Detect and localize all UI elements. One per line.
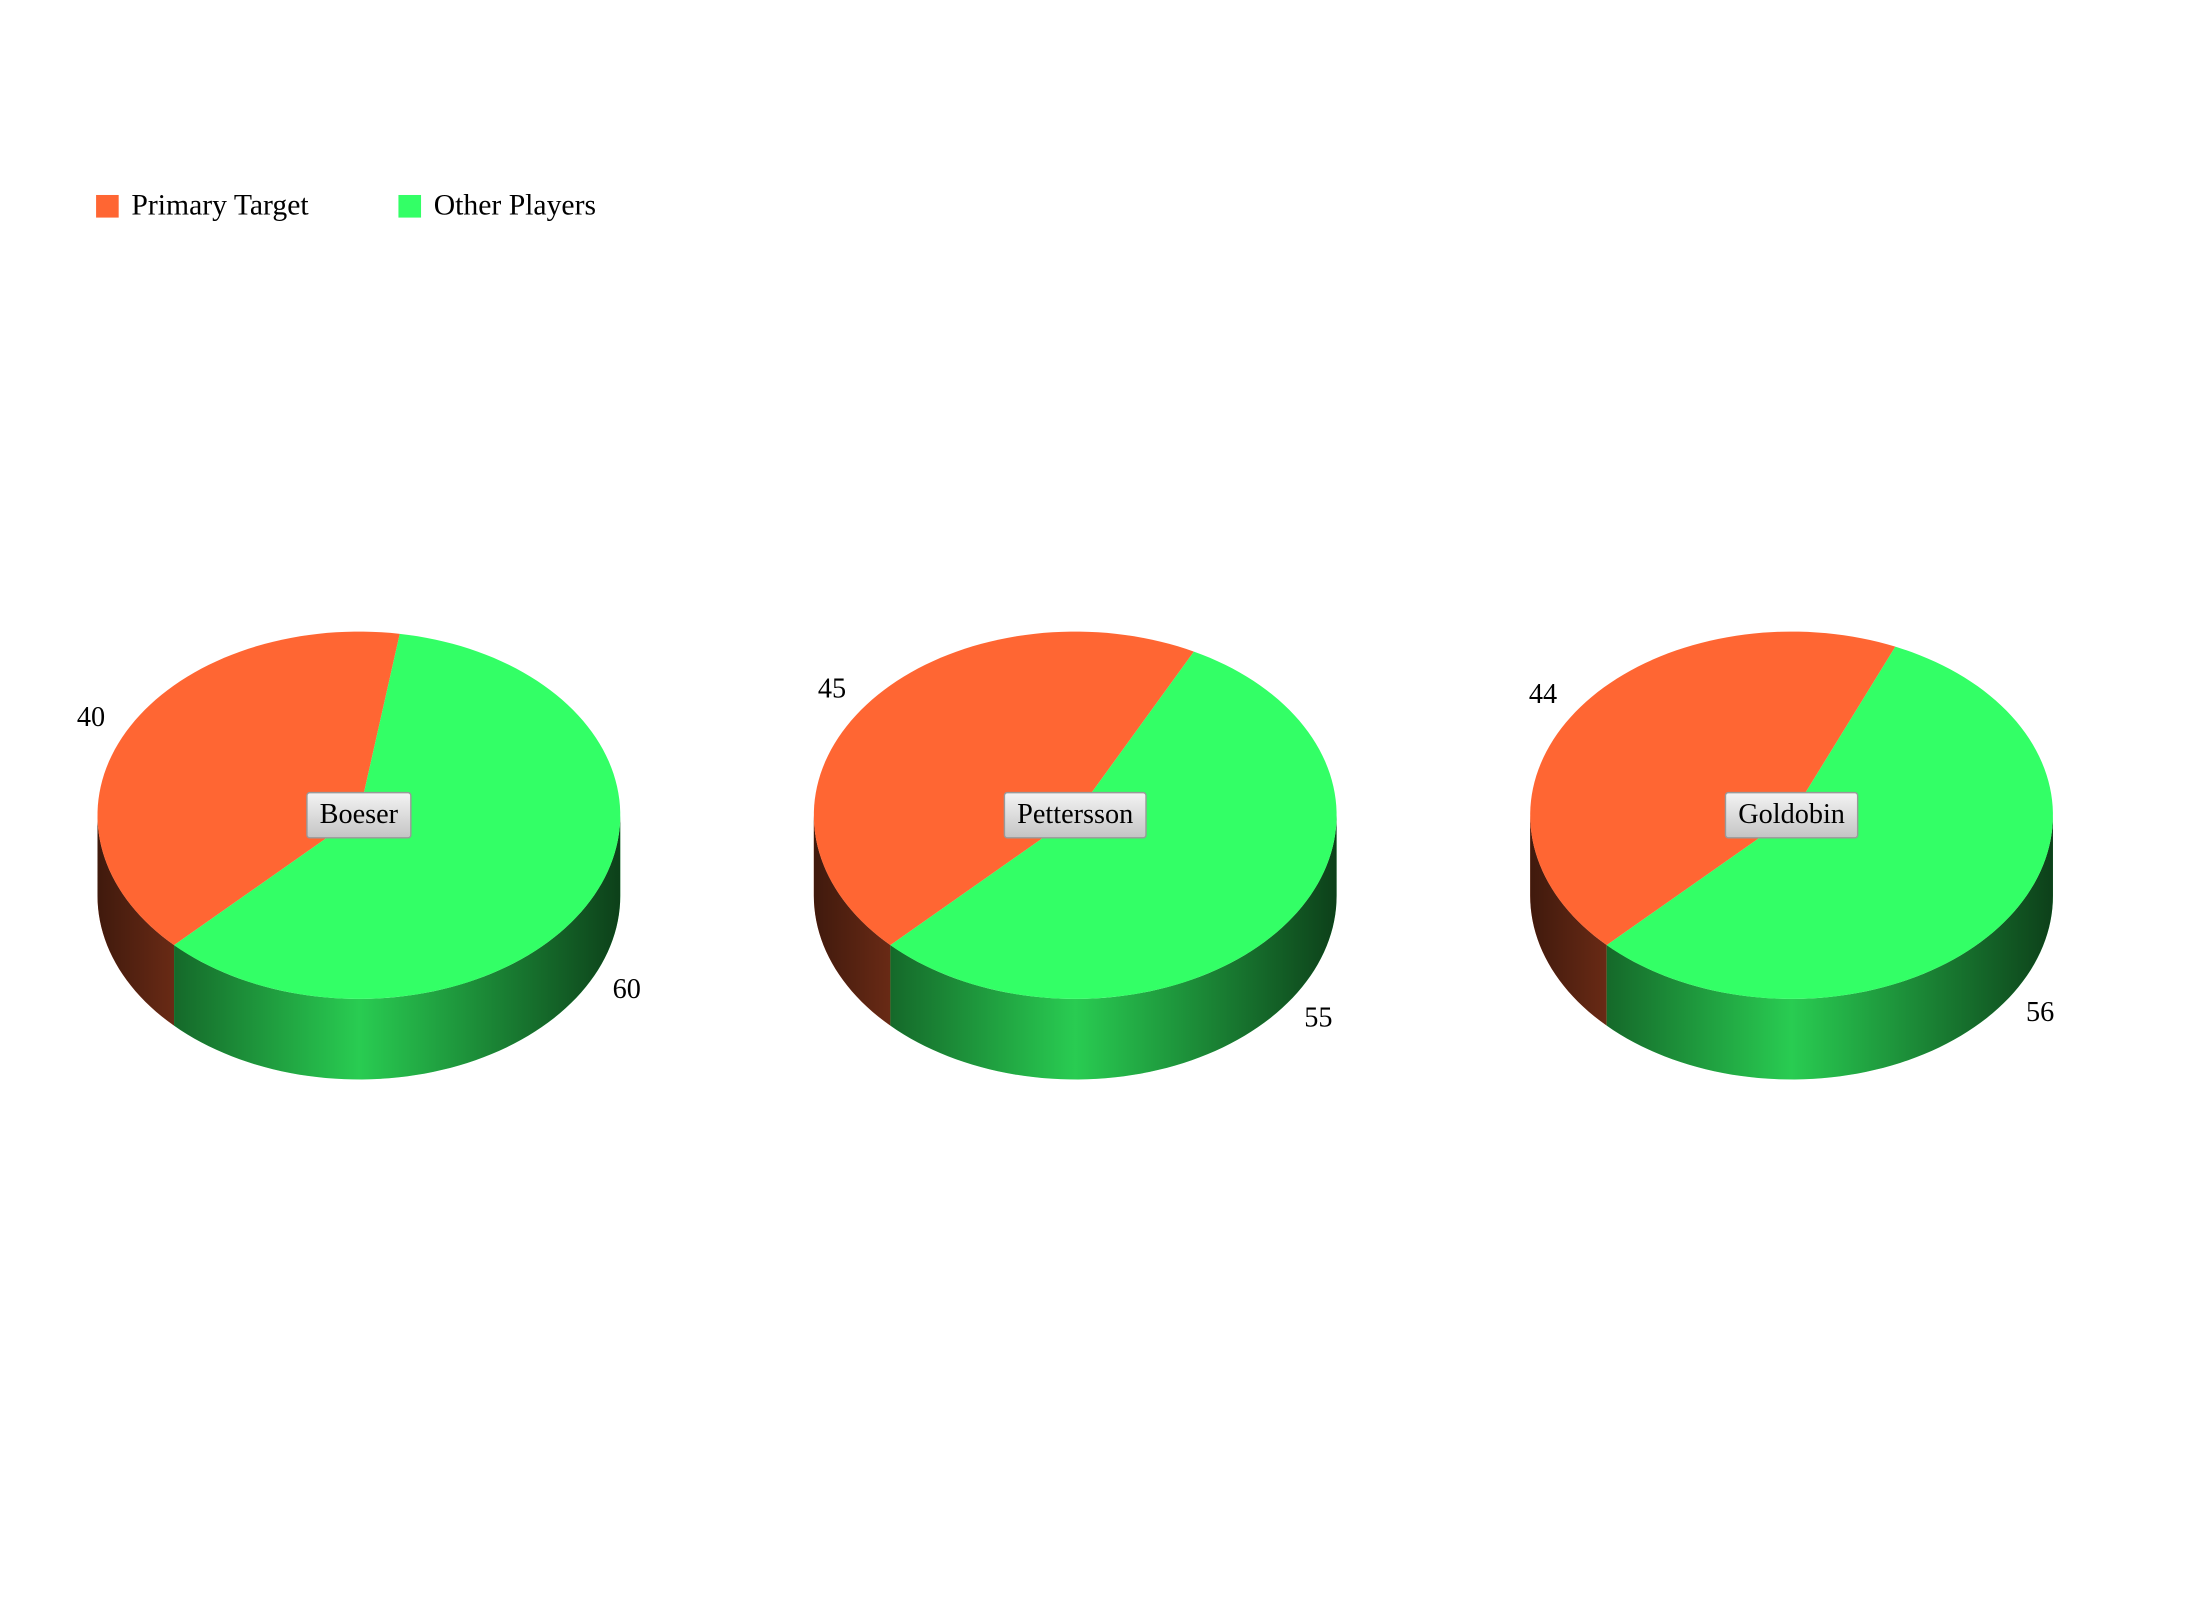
pie-title: Boeser (320, 799, 399, 830)
value-label: 56 (2026, 997, 2054, 1028)
value-label: 60 (613, 974, 641, 1005)
title-box (1724, 791, 1859, 839)
title-box (1003, 791, 1147, 839)
legend-label: Other Players (434, 190, 596, 222)
value-label: 45 (818, 674, 846, 705)
slice (1530, 631, 1896, 946)
slice-side-shade (1530, 815, 1607, 1026)
slice-side-shade (813, 815, 891, 1026)
slice-side-shade (890, 815, 1337, 1080)
slice-side-shade (174, 815, 621, 1080)
value-label: 55 (1304, 1002, 1332, 1033)
legend-swatch (96, 194, 119, 218)
slice (813, 631, 1194, 946)
slice (97, 631, 400, 946)
title-box (306, 791, 412, 839)
legend-swatch (398, 194, 422, 218)
value-label: 44 (1529, 679, 1557, 710)
pie-title: Goldobin (1738, 799, 1845, 830)
slice-side-shade (97, 815, 175, 1026)
slice-side-shade (1606, 815, 2053, 1080)
pie-title: Pettersson (1017, 799, 1133, 830)
value-label: 40 (77, 702, 105, 733)
legend-label: Primary Target (131, 190, 309, 222)
